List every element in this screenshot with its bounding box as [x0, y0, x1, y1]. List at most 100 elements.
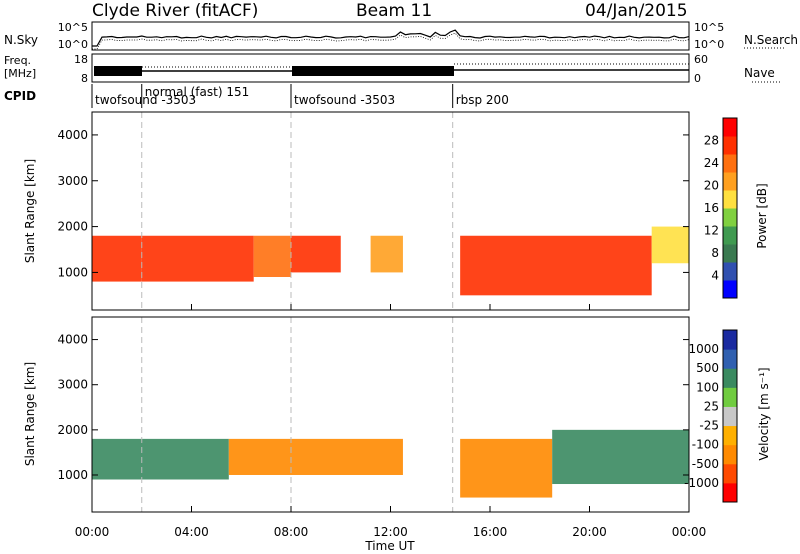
y-tick-label: 1000	[57, 265, 88, 279]
freq-tick-bottom: 8	[81, 72, 88, 85]
scatter-region	[141, 235, 254, 282]
nave-tick-bottom: 0	[694, 72, 701, 85]
colorbar-tick-label: 20	[704, 179, 719, 193]
cpid-label: CPID	[4, 89, 37, 103]
nave-tick-top: 60	[694, 53, 708, 66]
cpid-segment-label: normal (fast) 151	[145, 85, 249, 99]
noise-search-line	[92, 32, 690, 50]
colorbar-swatch	[723, 244, 737, 263]
power-panel: 1000 2000 3000 4000 Slant Range [km] 28 24 20…	[23, 111, 769, 311]
colorbar-swatch	[723, 136, 737, 155]
noise-right-tick-top: 10^5	[694, 21, 724, 34]
power-colorbar-label: Power [dB]	[755, 183, 769, 248]
date-title: 04/Jan/2015	[585, 1, 688, 21]
colorbar-tick-label: -1000	[684, 476, 719, 490]
colorbar-swatch	[723, 406, 737, 427]
noise-right-tick-bottom: 10^0	[694, 38, 724, 51]
velocity-panel: 1000 2000 3000 4000 Slant Range [km] 1000 50…	[23, 316, 771, 513]
velocity-regions	[92, 429, 689, 498]
scatter-region	[92, 235, 142, 282]
x-tick-label: 12:00	[373, 525, 408, 539]
colorbar-tick-label: 24	[704, 156, 719, 170]
colorbar-tick-label: 1000	[688, 342, 719, 356]
x-tick-label: 04:00	[174, 525, 209, 539]
colorbar-swatch	[723, 330, 737, 350]
velocity-colorbar: 1000 500 100 25 -25 -100 -500 -1000	[684, 329, 738, 503]
power-colorbar: 28 24 20 16 12 8 4	[704, 117, 738, 299]
velocity-mode-dividers	[141, 317, 454, 512]
scatter-region	[228, 438, 291, 475]
x-tick-label: 00:00	[75, 525, 110, 539]
freq-block-1	[94, 66, 142, 76]
scatter-region	[460, 438, 553, 498]
freq-tick-top: 18	[74, 53, 88, 66]
colorbar-swatch	[723, 387, 737, 407]
colorbar-tick-label: 28	[704, 134, 719, 148]
scatter-region	[291, 235, 341, 273]
colorbar-swatch	[723, 425, 737, 446]
colorbar-tick-label: -100	[692, 438, 719, 452]
x-axis-ticks: 00:00 04:00 08:00 12:00 16:00 20:00 00:00	[75, 304, 706, 539]
y-tick-label: 2000	[57, 423, 88, 437]
cpid-segment-label: twofsound -3503	[95, 93, 196, 107]
y-tick-label: 3000	[57, 174, 88, 188]
colorbar-swatch	[723, 368, 737, 388]
noise-panel: 10^5 10^0 10^5 10^0	[58, 21, 786, 51]
freq-block-2	[292, 66, 454, 76]
colorbar-tick-label: 8	[711, 246, 719, 260]
scatter-region	[291, 438, 403, 475]
freq-panel: 18 8 60 0	[74, 53, 780, 85]
colorbar-tick-label: 4	[711, 269, 719, 283]
velocity-colorbar-label: Velocity [m s⁻¹]	[757, 367, 771, 460]
noise-left-tick-bottom: 10^0	[58, 38, 88, 51]
scatter-region	[92, 438, 229, 480]
x-axis-label: Time UT	[364, 539, 415, 553]
cpid-segment-label: twofsound -3503	[294, 93, 395, 107]
velocity-y-axis-label: Slant Range [km]	[23, 362, 37, 466]
freq-label-2: [MHz]	[4, 67, 37, 80]
power-mode-dividers	[141, 112, 454, 310]
beam-title: Beam 11	[356, 1, 433, 21]
nsky-label: N.Sky	[4, 33, 39, 47]
power-y-axis-label: Slant Range [km]	[23, 159, 37, 263]
y-tick-label: 4000	[57, 333, 88, 347]
scatter-region	[460, 235, 652, 296]
y-tick-label: 3000	[57, 378, 88, 392]
scatter-region	[253, 235, 291, 277]
colorbar-swatch	[723, 280, 737, 299]
noise-sky-line	[92, 29, 690, 47]
colorbar-frame	[722, 117, 738, 299]
colorbar-swatch	[723, 226, 737, 245]
freq-panel-frame	[91, 53, 690, 83]
colorbar-swatch	[723, 463, 737, 484]
colorbar-frame	[722, 329, 738, 503]
colorbar-swatch	[723, 482, 737, 503]
scatter-region	[552, 429, 689, 485]
colorbar-tick-label: 25	[704, 399, 719, 413]
colorbar-swatch	[723, 444, 737, 465]
colorbar-tick-label: -25	[699, 419, 719, 433]
noise-left-tick-top: 10^5	[58, 21, 88, 34]
colorbar-tick-label: 500	[696, 361, 719, 375]
y-tick-label: 4000	[57, 128, 88, 142]
velocity-y-ticks: 1000 2000 3000 4000	[57, 333, 689, 482]
colorbar-swatch	[723, 349, 737, 369]
cpid-segment-label: rbsp 200	[456, 93, 509, 107]
colorbar-tick-label: 16	[704, 201, 719, 215]
power-regions	[92, 226, 689, 296]
colorbar-swatch	[723, 118, 737, 137]
colorbar-swatch	[723, 262, 737, 281]
x-tick-label: 08:00	[274, 525, 309, 539]
scatter-region	[651, 226, 689, 264]
colorbar-tick-label: 100	[696, 380, 719, 394]
power-y-ticks: 1000 2000 3000 4000	[57, 128, 689, 279]
x-tick-label: 20:00	[572, 525, 607, 539]
colorbar-swatch	[723, 190, 737, 209]
x-tick-label: 16:00	[473, 525, 508, 539]
freq-label-1: Freq.	[4, 54, 32, 67]
scatter-region	[370, 235, 403, 273]
colorbar-swatch	[723, 208, 737, 227]
